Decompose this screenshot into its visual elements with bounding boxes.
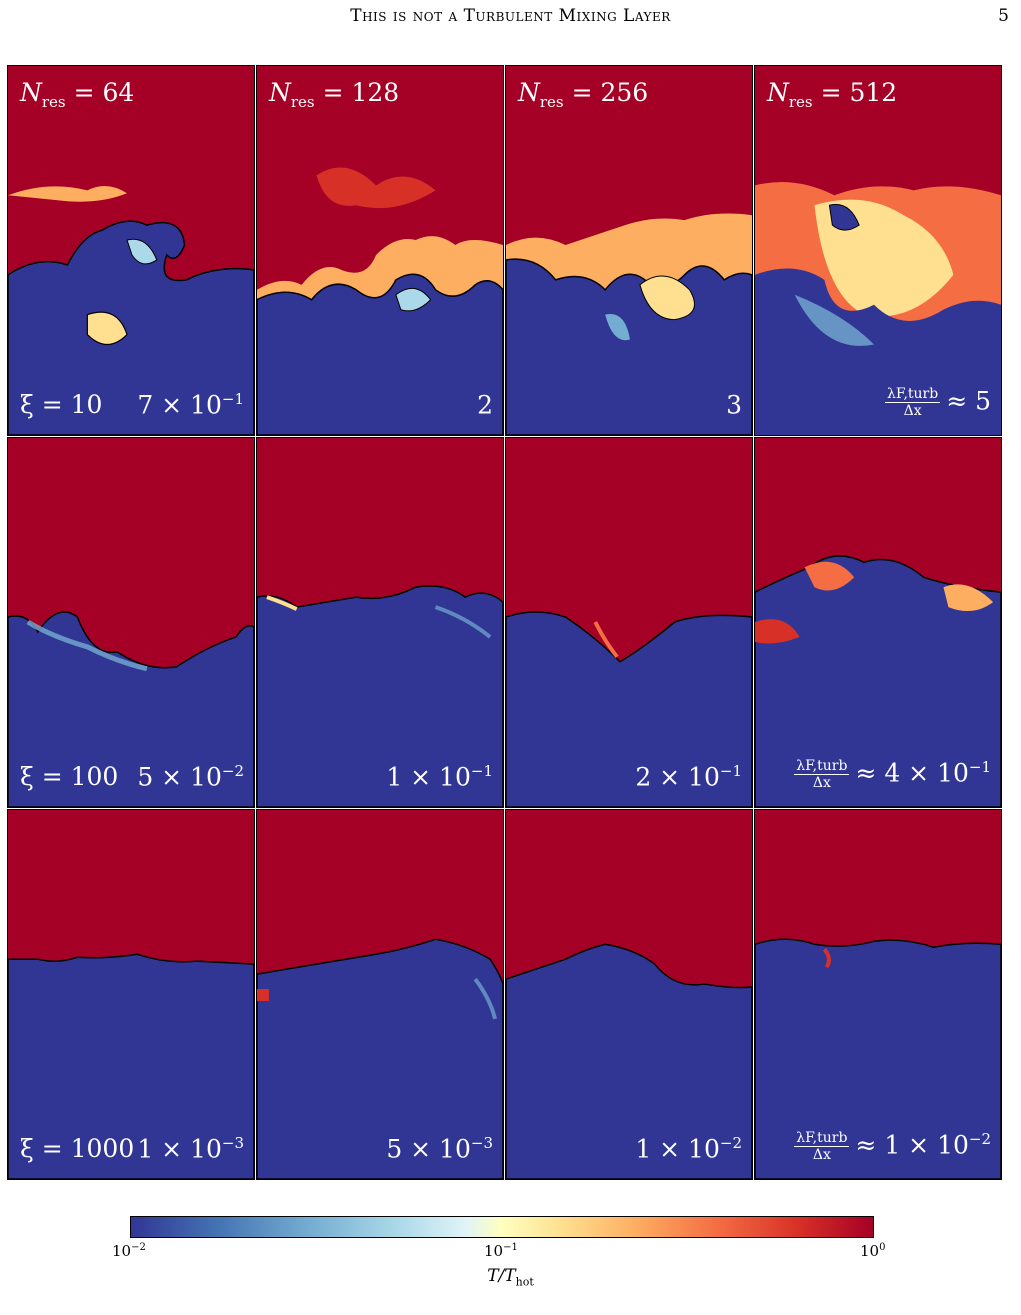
panel-r3-c3: 1 × 10−2: [505, 809, 753, 1180]
temperature-map: [506, 943, 752, 1179]
ratio-label: 7 × 10−1: [137, 389, 244, 419]
xi-label: ξ = 100: [20, 762, 119, 791]
panel-r1-c3: Nres = 256 3: [505, 65, 753, 436]
ratio-label: 1 × 10−2: [635, 1133, 742, 1163]
ratio-label: 2 × 10−1: [635, 761, 742, 791]
temperature-map: [8, 186, 254, 435]
panel-r3-c4: λF,turb Δx ≈ 1 × 10−2: [754, 809, 1002, 1180]
figure-grid: Nres = 64 ξ = 10 7 × 10−1 Nres = 128 2 N…: [7, 65, 1003, 1180]
colorbar: [130, 1216, 874, 1238]
temperature-map: [257, 167, 503, 435]
xi-label: ξ = 1000: [20, 1134, 135, 1163]
temperature-map: [506, 611, 752, 807]
temperature-map: [755, 938, 1001, 1179]
temperature-map: [506, 213, 752, 435]
panel-r3-c2: 5 × 10−3: [256, 809, 504, 1180]
temperature-map: [8, 611, 254, 807]
resolution-label: Nres = 128: [269, 78, 400, 111]
panel-r3-c1: ξ = 1000 1 × 10−3: [7, 809, 255, 1180]
temperature-map: [8, 953, 254, 1179]
colorbar-tick-mid: 10−1: [484, 1242, 518, 1260]
lambda-over-dx: λF,turb Δx: [794, 758, 850, 791]
panel-r1-c4: Nres = 512 λF,turb Δx ≈ 5: [754, 65, 1002, 436]
ratio-label: 1 × 10−1: [386, 761, 493, 791]
ratio-label: 5 × 10−3: [386, 1133, 493, 1163]
colorbar-tick-min: 10−2: [112, 1242, 146, 1260]
temperature-map: [257, 585, 503, 807]
panel-r1-c2: Nres = 128 2: [256, 65, 504, 436]
ratio-label: λF,turb Δx ≈ 5: [885, 386, 991, 419]
temperature-map: [755, 182, 1001, 435]
temperature-map: [257, 938, 503, 1179]
ratio-label: 5 × 10−2: [137, 761, 244, 791]
lambda-over-dx: λF,turb Δx: [885, 386, 941, 419]
colorbar-label: T/Thot: [487, 1266, 534, 1289]
panel-r2-c3: 2 × 10−1: [505, 437, 753, 808]
lambda-over-dx: λF,turb Δx: [794, 1130, 850, 1163]
resolution-label: Nres = 64: [20, 78, 135, 111]
page-number: 5: [998, 6, 1009, 26]
ratio-label: λF,turb Δx ≈ 1 × 10−2: [794, 1129, 991, 1163]
panel-r2-c4: λF,turb Δx ≈ 4 × 10−1: [754, 437, 1002, 808]
xi-label: ξ = 10: [20, 390, 103, 419]
ratio-label: 3: [726, 390, 742, 419]
temperature-map: [755, 555, 1001, 807]
running-head: This is not a Turbulent Mixing Layer: [350, 6, 671, 26]
panel-r2-c2: 1 × 10−1: [256, 437, 504, 808]
ratio-label: 1 × 10−3: [137, 1133, 244, 1163]
panel-r1-c1: Nres = 64 ξ = 10 7 × 10−1: [7, 65, 255, 436]
colorbar-tick-max: 100: [860, 1242, 886, 1260]
panel-r2-c1: ξ = 100 5 × 10−2: [7, 437, 255, 808]
resolution-label: Nres = 256: [518, 78, 649, 111]
ratio-label: 2: [477, 390, 493, 419]
ratio-label: λF,turb Δx ≈ 4 × 10−1: [794, 757, 991, 791]
resolution-label: Nres = 512: [767, 78, 898, 111]
